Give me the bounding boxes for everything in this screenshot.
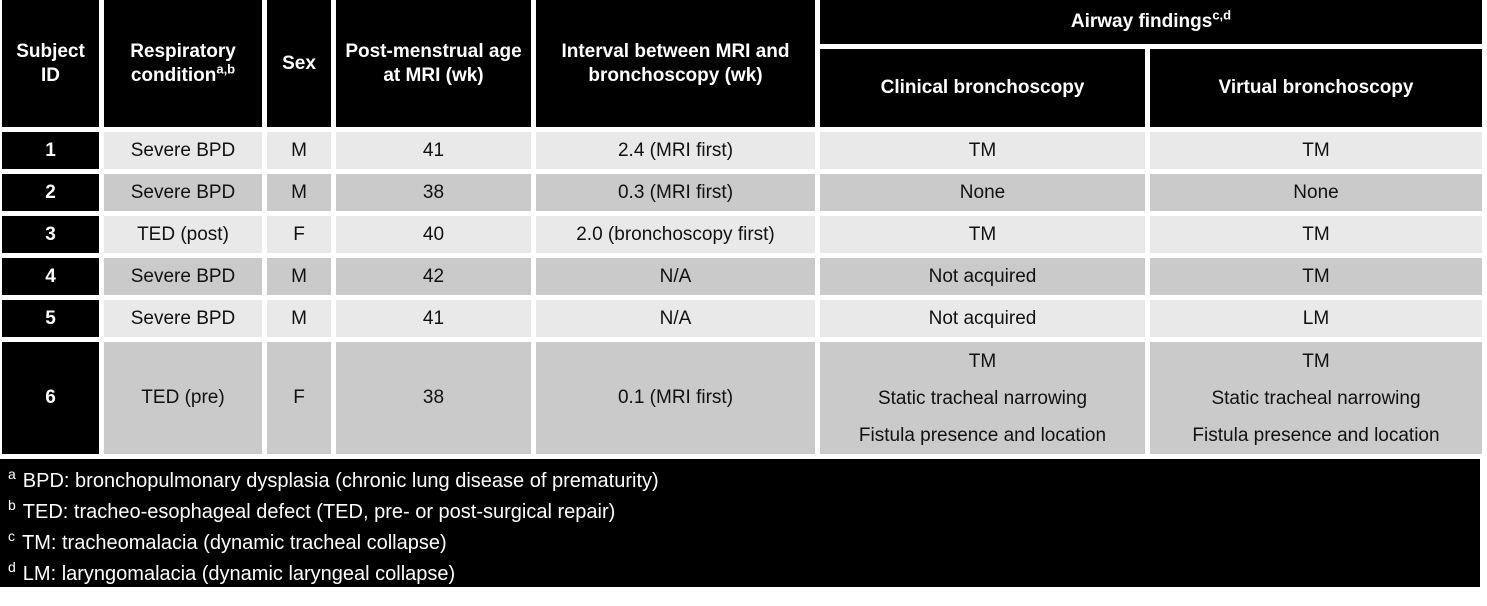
sex-cell: M — [267, 132, 331, 169]
clinical-findings-cell: TM Static tracheal narrowing Fistula prese… — [820, 342, 1145, 454]
subject-id-cell: 6 — [2, 342, 99, 454]
table-row: 6 TED (pre) F 38 0.1 (MRI first) TM Static tra… — [2, 342, 1482, 454]
respiratory-condition-cell: Severe BPD — [104, 300, 262, 337]
finding-line: Static tracheal narrowing — [877, 387, 1088, 409]
interval-cell: N/A — [536, 258, 815, 295]
clinical-findings-cell: Not acquired — [820, 300, 1145, 337]
col-header-interval: Interval between MRI and bronchoscopy (w… — [536, 0, 815, 127]
interval-cell: 2.4 (MRI first) — [536, 132, 815, 169]
virtual-findings-cell: TM — [1150, 216, 1482, 253]
col-header-label: Subject ID — [16, 40, 85, 86]
interval-cell: 0.3 (MRI first) — [536, 174, 815, 211]
finding-line: TM — [1302, 350, 1330, 372]
subject-id-cell: 5 — [2, 300, 99, 337]
footnote-line: b TED: tracheo-esophageal defect (TED, pr… — [8, 497, 1480, 528]
sex-cell: F — [267, 342, 331, 454]
subjects-table: Subject ID Respiratory conditiona,b Sex … — [2, 0, 1482, 454]
interval-cell: 0.1 (MRI first) — [536, 342, 815, 454]
pma-cell: 42 — [336, 258, 531, 295]
virtual-findings-cell: None — [1150, 174, 1482, 211]
respiratory-condition-cell: Severe BPD — [104, 174, 262, 211]
footnote-marker: c — [8, 528, 15, 545]
footnote-marker: a — [8, 466, 16, 483]
interval-cell: N/A — [536, 300, 815, 337]
col-header-label: Virtual bronchoscopy — [1218, 77, 1414, 99]
footnote-marker: d — [8, 559, 16, 576]
pma-cell: 41 — [336, 300, 531, 337]
pma-cell: 38 — [336, 174, 531, 211]
footnote-line: a BPD: bronchopulmonary dysplasia (chroni… — [8, 466, 1480, 497]
col-header-virtual-bronchoscopy: Virtual bronchoscopy — [1150, 49, 1482, 127]
virtual-findings-cell: TM — [1150, 132, 1482, 169]
col-header-label: Interval between MRI and bronchoscopy (w… — [561, 40, 790, 86]
clinical-findings-cell: TM — [820, 216, 1145, 253]
footnotes: a BPD: bronchopulmonary dysplasia (chroni… — [0, 459, 1480, 587]
footnote-text: TM: tracheomalacia (dynamic tracheal col… — [22, 532, 447, 554]
table-row: 1 Severe BPD M 41 2.4 (MRI first) TM TM — [2, 132, 1482, 169]
col-header-label: Clinical bronchoscopy — [880, 77, 1085, 99]
footnote-text: TED: tracheo-esophageal defect (TED, pre… — [22, 501, 616, 523]
col-header-label: Respiratory condition — [130, 40, 236, 86]
clinical-findings-cell: None — [820, 174, 1145, 211]
footnote-text: LM: laryngomalacia (dynamic laryngeal co… — [22, 563, 456, 585]
finding-line: TM — [968, 350, 997, 372]
sex-cell: M — [267, 258, 331, 295]
col-header-subject-id: Subject ID — [2, 0, 99, 127]
respiratory-condition-cell: Severe BPD — [104, 258, 262, 295]
finding-line: Fistula presence and location — [1192, 424, 1440, 446]
pma-cell: 38 — [336, 342, 531, 454]
virtual-findings-cell: TM — [1150, 258, 1482, 295]
clinical-findings-cell: TM — [820, 132, 1145, 169]
col-header-label: Post-menstrual age at MRI (wk) — [345, 40, 522, 86]
finding-line: Fistula presence and location — [858, 424, 1107, 446]
col-header-pma: Post-menstrual age at MRI (wk) — [336, 0, 531, 127]
respiratory-condition-cell: TED (pre) — [104, 342, 262, 454]
table-row: 4 Severe BPD M 42 N/A Not acquired TM — [2, 258, 1482, 295]
respiratory-condition-cell: Severe BPD — [104, 132, 262, 169]
footnote-line: c TM: tracheomalacia (dynamic tracheal co… — [8, 528, 1480, 559]
col-header-label: Sex — [282, 52, 316, 74]
subject-id-cell: 2 — [2, 174, 99, 211]
table-row: 2 Severe BPD M 38 0.3 (MRI first) None None — [2, 174, 1482, 211]
table-row: 5 Severe BPD M 41 N/A Not acquired LM — [2, 300, 1482, 337]
footnote-line: d LM: laryngomalacia (dynamic laryngeal c… — [8, 559, 1480, 590]
finding-line: Static tracheal narrowing — [1211, 387, 1421, 409]
subject-id-cell: 1 — [2, 132, 99, 169]
pma-cell: 41 — [336, 132, 531, 169]
subject-id-cell: 3 — [2, 216, 99, 253]
col-header-respiratory-condition: Respiratory conditiona,b — [104, 0, 262, 127]
virtual-findings-cell: TM Static tracheal narrowing Fistula prese… — [1150, 342, 1482, 454]
col-header-clinical-bronchoscopy: Clinical bronchoscopy — [820, 49, 1145, 127]
interval-cell: 2.0 (bronchoscopy first) — [536, 216, 815, 253]
col-header-superscript: a,b — [216, 61, 236, 77]
sex-cell: F — [267, 216, 331, 253]
respiratory-condition-cell: TED (post) — [104, 216, 262, 253]
footnote-marker: b — [8, 497, 16, 514]
table-header: Subject ID Respiratory conditiona,b Sex … — [2, 0, 1482, 127]
table-row: 3 TED (post) F 40 2.0 (bronchoscopy first) TM… — [2, 216, 1482, 253]
airway-findings-group-header: Airway findingsc,d — [820, 0, 1482, 44]
subject-id-cell: 4 — [2, 258, 99, 295]
virtual-findings-cell: LM — [1150, 300, 1482, 337]
sex-cell: M — [267, 300, 331, 337]
col-header-sex: Sex — [267, 0, 331, 127]
pma-cell: 40 — [336, 216, 531, 253]
footnote-text: BPD: bronchopulmonary dysplasia (chronic… — [22, 470, 659, 492]
group-header-label: Airway findings — [1070, 11, 1213, 33]
table-body: 1 Severe BPD M 41 2.4 (MRI first) TM TM 2 Severe… — [2, 132, 1482, 454]
sex-cell: M — [267, 174, 331, 211]
group-header-superscript: c,d — [1212, 7, 1232, 23]
clinical-findings-cell: Not acquired — [820, 258, 1145, 295]
